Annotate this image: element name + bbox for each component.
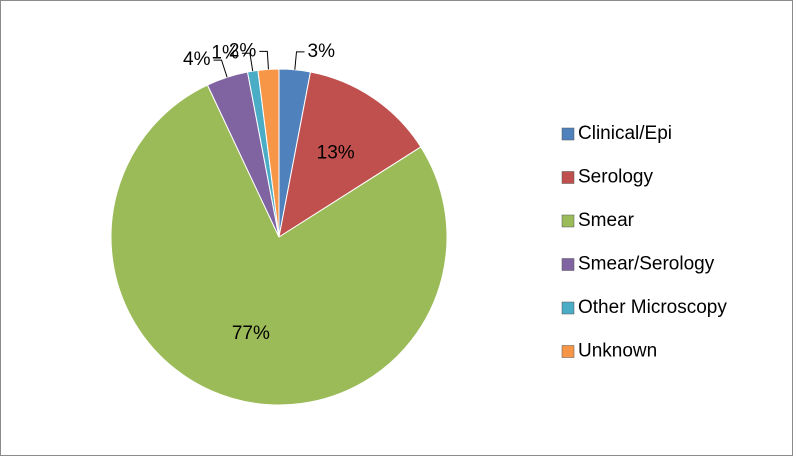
legend-swatch bbox=[561, 127, 575, 141]
legend-swatch bbox=[561, 301, 575, 315]
legend-label: Serology bbox=[578, 167, 653, 188]
legend-swatch bbox=[561, 258, 575, 271]
legend-label: Other Microscopy bbox=[578, 297, 727, 318]
leader-line bbox=[294, 51, 305, 70]
data-label: 4% bbox=[183, 49, 211, 70]
leader-line bbox=[241, 52, 254, 72]
legend-label: Smear bbox=[578, 210, 635, 231]
data-label: 13% bbox=[317, 143, 355, 164]
legend-swatch bbox=[561, 214, 575, 228]
pie-slice bbox=[278, 71, 422, 239]
data-label: 3% bbox=[308, 41, 336, 62]
data-label: 1% bbox=[211, 42, 239, 63]
legend-label: Unknown bbox=[578, 341, 657, 362]
legend-swatch bbox=[561, 345, 575, 358]
legend-swatch bbox=[561, 171, 575, 184]
legend-label: Clinical/Epi bbox=[578, 123, 672, 144]
leader-line bbox=[259, 50, 269, 70]
leader-line bbox=[213, 59, 228, 78]
data-label: 2% bbox=[229, 40, 257, 61]
legend-label: Smear/Serology bbox=[578, 254, 715, 275]
data-label: 77% bbox=[232, 323, 270, 344]
pie-slice bbox=[110, 84, 448, 406]
